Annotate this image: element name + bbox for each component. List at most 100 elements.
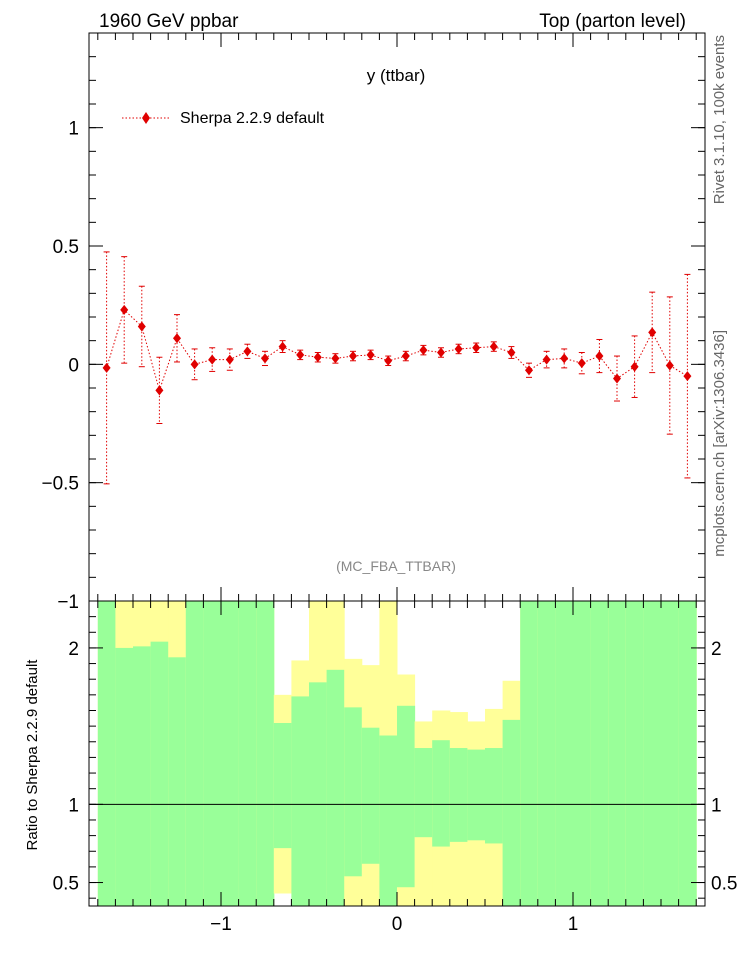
ratio-x-tick-label: 0 <box>392 914 403 935</box>
data-point <box>577 358 586 369</box>
chart-title: y (ttbar) <box>367 66 426 85</box>
ratio-inner-band <box>150 641 169 906</box>
data-point <box>454 343 463 354</box>
legend-marker <box>142 112 150 124</box>
ratio-y-tick-label-right: 1 <box>711 795 722 816</box>
legend: Sherpa 2.2.9 default <box>122 110 325 127</box>
rivet-label: Rivet 3.1.10, 100k events <box>711 35 728 204</box>
data-point <box>102 362 111 373</box>
ratio-y-tick-label: 2 <box>68 639 79 660</box>
data-point <box>630 361 639 372</box>
data-point <box>525 365 533 376</box>
ratio-x-tick-label: −1 <box>210 914 232 935</box>
ratio-inner-band <box>344 707 363 877</box>
ratio-inner-band <box>291 696 310 906</box>
main-y-tick-label: −0.5 <box>41 474 79 495</box>
main-axes: −1 −0.5 0 0.5 1 <box>41 32 705 613</box>
ratio-inner-band <box>590 601 609 906</box>
ratio-inner-band <box>185 601 204 906</box>
data-point <box>173 333 181 344</box>
ratio-inner-band <box>273 723 292 849</box>
series-connector-line <box>106 308 688 393</box>
data-point <box>401 351 410 362</box>
data-point <box>595 351 604 362</box>
data-point <box>137 321 146 332</box>
ratio-inner-band <box>309 682 328 906</box>
data-point <box>208 354 217 365</box>
data-point <box>489 341 498 352</box>
data-point <box>120 304 129 315</box>
main-y-tick-label: 0 <box>68 355 79 376</box>
ratio-inner-band <box>449 748 468 842</box>
ratio-inner-band <box>168 657 187 906</box>
data-point <box>542 354 551 365</box>
ratio-ylabel: Ratio to Sherpa 2.2.9 default <box>24 659 41 851</box>
ratio-panel: 0.5 0.5 1 1 2 2 −1 0 1 Ratio to Sherpa 2.2.9 def… <box>24 600 737 935</box>
data-point <box>349 351 357 362</box>
data-point <box>190 359 199 370</box>
header-left: 1960 GeV ppbar <box>99 11 239 32</box>
data-point <box>296 349 305 360</box>
ratio-inner-band <box>520 601 539 906</box>
data-point <box>665 360 674 371</box>
data-point <box>366 349 375 360</box>
data-point <box>613 373 621 384</box>
data-point <box>648 327 657 338</box>
data-point <box>243 346 252 357</box>
data-point <box>278 341 287 352</box>
data-point <box>261 353 269 364</box>
ratio-inner-band <box>203 601 222 906</box>
ratio-inner-band <box>379 735 398 906</box>
data-point <box>472 342 481 353</box>
ratio-inner-band <box>115 647 134 906</box>
ratio-inner-band <box>414 748 433 838</box>
main-panel: −1 −0.5 0 0.5 1 y (ttbar) (MC_FBA_TTBAR) She… <box>41 32 706 613</box>
header-right: Top (parton level) <box>539 11 686 32</box>
ratio-y-tick-label: 1 <box>68 795 79 816</box>
ratio-inner-band <box>573 601 592 906</box>
ratio-inner-band <box>238 601 257 906</box>
data-point <box>560 353 569 364</box>
ratio-axes: 0.5 0.5 1 1 2 2 −1 0 1 <box>53 601 737 935</box>
data-point <box>683 371 692 382</box>
series-points <box>102 304 692 396</box>
data-point <box>419 345 428 356</box>
data-point <box>225 354 234 365</box>
ratio-inner-band <box>555 601 574 906</box>
data-point <box>384 355 393 366</box>
main-error-bars <box>103 251 691 485</box>
main-y-tick-label: 1 <box>68 119 79 140</box>
ratio-inner-band <box>643 601 662 906</box>
ratio-inner-band <box>485 748 504 844</box>
data-point <box>331 353 340 364</box>
legend-entry-label: Sherpa 2.2.9 default <box>180 110 325 127</box>
ratio-inner-band <box>133 646 152 906</box>
ratio-inner-band <box>256 601 275 906</box>
ratio-inner-band <box>678 601 697 906</box>
ratio-bands <box>97 601 697 906</box>
data-point <box>313 352 322 363</box>
main-y-tick-label: −1 <box>57 592 79 613</box>
ratio-inner-band <box>537 601 556 906</box>
ratio-inner-band <box>97 601 116 906</box>
main-y-tick-label: 0.5 <box>53 237 79 258</box>
data-point <box>437 347 445 358</box>
ratio-inner-band <box>221 601 240 906</box>
ratio-y-tick-label: 0.5 <box>53 874 79 895</box>
ratio-y-tick-label-right: 2 <box>711 639 722 660</box>
ratio-inner-band <box>625 601 644 906</box>
ratio-inner-band <box>361 727 380 864</box>
ratio-x-tick-label: 1 <box>568 914 579 935</box>
ratio-inner-band <box>397 705 416 888</box>
ratio-y-tick-label-right: 0.5 <box>711 874 737 895</box>
data-point <box>507 347 516 358</box>
mcplots-label: mcplots.cern.ch [arXiv:1306.3436] <box>711 330 728 557</box>
ratio-inner-band <box>661 601 680 906</box>
ratio-inner-band <box>432 740 451 847</box>
ratio-inner-band <box>608 601 627 906</box>
data-point <box>155 385 164 396</box>
ratio-inner-band <box>502 719 521 906</box>
ratio-inner-band <box>326 669 345 906</box>
ratio-inner-band <box>467 749 486 841</box>
